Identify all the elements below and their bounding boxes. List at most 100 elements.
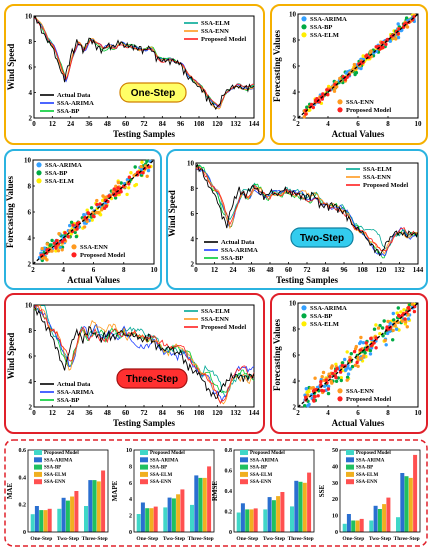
sc-one-ytick-label: 10 bbox=[289, 11, 297, 19]
sc-three-point bbox=[304, 387, 308, 391]
bar-mae-plot-frame bbox=[27, 449, 109, 533]
sc-three-point bbox=[359, 348, 363, 352]
sc-three-point bbox=[378, 323, 382, 328]
sc-one-xtick-label: 4 bbox=[326, 120, 330, 128]
sc-three-point bbox=[374, 346, 378, 350]
ts-two-legend-label: Proposed Model bbox=[363, 182, 408, 189]
sc-one-legend-label: SSA-ELM bbox=[310, 32, 339, 39]
sc-three-point bbox=[368, 352, 373, 356]
sc-three-xtick-label: 2 bbox=[296, 409, 300, 417]
sc-two-point bbox=[73, 230, 77, 235]
ts-two-legend-label: Actual Data bbox=[221, 239, 255, 246]
sc-two-point bbox=[127, 182, 131, 186]
ts-one-xtick-label: 84 bbox=[159, 120, 167, 128]
bar-mae-bar bbox=[43, 510, 48, 532]
ts-two-chart: 0 12 24 36 48 60 72 84 96 108 120 132 144246810Testi… bbox=[167, 160, 424, 286]
sc-two-xtick-label: 8 bbox=[122, 266, 126, 274]
ts-three-ytick-label: 8 bbox=[29, 327, 33, 335]
ts-three-xtick-label: 72 bbox=[141, 409, 149, 417]
ts-one-legend-label: SSA-BP bbox=[57, 108, 79, 115]
ts-two-series-proposed bbox=[195, 166, 419, 252]
bar-sse-legend-label: SSA-ARIMA bbox=[356, 458, 385, 463]
sc-three-point bbox=[348, 355, 352, 360]
bar-rmse-category-label: Two-Step bbox=[263, 536, 285, 542]
bar-rmse-bar bbox=[240, 503, 245, 532]
sc-one-point bbox=[396, 22, 400, 26]
bar-mape-ytick-label: 6 bbox=[129, 481, 132, 487]
sc-three-xtick-label: 10 bbox=[415, 409, 423, 417]
sc-three-point bbox=[307, 389, 311, 394]
sc-three-point bbox=[356, 364, 360, 368]
sc-one-point bbox=[396, 35, 401, 40]
ts-three-series-actual bbox=[33, 307, 255, 400]
sc-three-point bbox=[331, 371, 335, 376]
sc-two-point bbox=[57, 232, 61, 236]
bar-mape-legend-label: SSA-BP bbox=[150, 466, 167, 471]
frame-ts-two bbox=[166, 149, 428, 290]
ts-one-xtick-label: 12 bbox=[49, 120, 57, 128]
sc-three-point bbox=[396, 306, 400, 310]
bar-sse-chart: 0 10 20 30 40 50 One-Step Two-Step Three-Step SSE… bbox=[318, 448, 421, 542]
sc-two-point bbox=[63, 231, 67, 235]
sc-two-point bbox=[40, 246, 44, 251]
ts-three-series-arima bbox=[33, 305, 255, 403]
sc-three-point bbox=[313, 376, 317, 380]
sc-one-ytick-label: 8 bbox=[293, 37, 297, 45]
sc-one-point bbox=[302, 115, 306, 119]
bar-mae-bar bbox=[39, 510, 44, 532]
sc-three-chart: 2 4 6 8 10 2 4 6 8 10 Actual Values Forecasting Val… bbox=[272, 300, 422, 429]
sc-two-point bbox=[90, 218, 94, 222]
bar-sse-category-label: Two-Step bbox=[369, 536, 391, 542]
bar-mape-legend-swatch bbox=[140, 471, 148, 477]
ts-one-legend-label: SSA-ARIMA bbox=[57, 100, 94, 107]
sc-three-point bbox=[391, 328, 395, 333]
frame-bars bbox=[4, 439, 428, 547]
sc-three-point bbox=[383, 338, 387, 343]
ts-one-xtick-label: 72 bbox=[141, 120, 149, 128]
sc-three-point bbox=[328, 375, 332, 379]
sc-three-xtick-label: 8 bbox=[386, 409, 390, 417]
ts-two-xtick-label: 60 bbox=[285, 266, 293, 274]
sc-one-legend-marker bbox=[301, 24, 307, 30]
bar-mae-legend-label: SSA-ARIMA bbox=[44, 458, 73, 463]
bar-rmse-legend-label: Proposed Model bbox=[250, 451, 285, 456]
ts-three-xtick-label: 120 bbox=[212, 409, 223, 417]
bar-sse-legend-label: SSA-BP bbox=[356, 466, 373, 471]
ts-two-xtick-label: 12 bbox=[211, 266, 219, 274]
sc-two-legend-label: Proposed Model bbox=[80, 252, 125, 259]
sc-three-point bbox=[359, 335, 363, 340]
bar-rmse-legend-label: SSA-ENN bbox=[250, 480, 272, 485]
sc-three-point bbox=[326, 391, 331, 396]
sc-two-point bbox=[134, 182, 139, 187]
sc-three-point bbox=[391, 338, 395, 342]
sc-one-point bbox=[305, 105, 309, 109]
bar-mape-category-label: Two-Step bbox=[163, 536, 185, 542]
ts-two-ytick-label: 6 bbox=[191, 210, 195, 218]
sc-two-point bbox=[145, 174, 149, 178]
sc-three-point bbox=[334, 379, 339, 383]
ts-one-ytick-label: 4 bbox=[29, 89, 33, 97]
ts-three-xtick-label: 36 bbox=[86, 409, 94, 417]
ts-two-xtick-label: 144 bbox=[413, 266, 424, 274]
sc-two-point bbox=[91, 214, 95, 218]
ts-three-legend-label: SSA-ENN bbox=[201, 316, 229, 323]
sc-two-xtick-label: 6 bbox=[92, 266, 96, 274]
sc-three-point bbox=[386, 331, 390, 336]
sc-three-point bbox=[330, 364, 334, 368]
sc-two-point bbox=[114, 192, 118, 196]
sc-three-point bbox=[378, 332, 382, 336]
ts-two-xtick-label: 0 bbox=[194, 266, 198, 274]
bar-rmse-ytick-label: 0.2 bbox=[225, 510, 233, 516]
bar-mape-ytick-label: 0 bbox=[129, 530, 132, 536]
sc-three-point bbox=[311, 398, 316, 402]
sc-three-point bbox=[334, 375, 338, 380]
sc-two-point bbox=[75, 227, 79, 231]
sc-three-point bbox=[361, 341, 366, 345]
bar-rmse-ytick-label: 0.8 bbox=[225, 448, 233, 454]
sc-one-xtick-label: 6 bbox=[356, 120, 360, 128]
bar-sse-bar bbox=[386, 497, 391, 532]
sc-three-point bbox=[386, 319, 390, 324]
sc-one-legend-marker bbox=[337, 99, 343, 105]
bar-rmse-bar bbox=[236, 512, 241, 532]
sc-two-point bbox=[96, 211, 100, 215]
